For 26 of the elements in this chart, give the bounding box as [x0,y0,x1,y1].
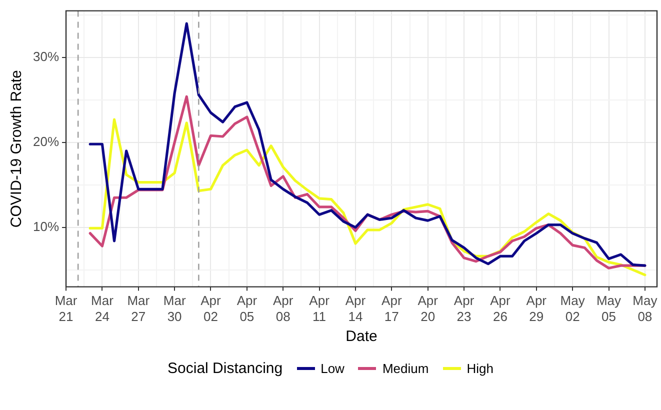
x-tick-label: Apr 29 [526,293,548,324]
x-tick-label: Apr 23 [454,293,475,324]
y-tick-label: 20% [32,134,60,150]
x-tick-label: Mar 27 [127,293,150,324]
x-tick-label: Apr 08 [272,293,294,324]
legend-label: Medium [382,361,429,376]
x-tick-label: Apr 26 [490,293,511,324]
x-tick-label: Apr 11 [309,293,330,324]
y-axis-title: COVID-19 Growth Rate [8,70,26,228]
x-tick-label: Apr 05 [236,293,258,324]
x-tick-label: Mar 24 [91,293,114,324]
legend-label: Low [320,361,344,376]
legend-label: High [466,361,494,376]
x-tick-label: Apr 17 [382,293,402,324]
x-tick-label: Apr 02 [200,293,222,324]
x-tick-label: Mar 21 [54,293,78,324]
x-tick-label: May 05 [596,293,622,324]
legend-title: Social Distancing [168,360,283,377]
x-tick-label: Mar 30 [163,293,186,324]
x-tick-label: Apr 20 [418,293,439,324]
x-tick-label: May 08 [632,293,658,324]
y-tick-label: 30% [32,49,60,64]
x-tick-label: Apr 14 [345,293,366,324]
y-tick-label: 10% [32,218,60,234]
x-tick-label: May 02 [560,293,586,324]
x-axis-title: Date [346,328,378,346]
